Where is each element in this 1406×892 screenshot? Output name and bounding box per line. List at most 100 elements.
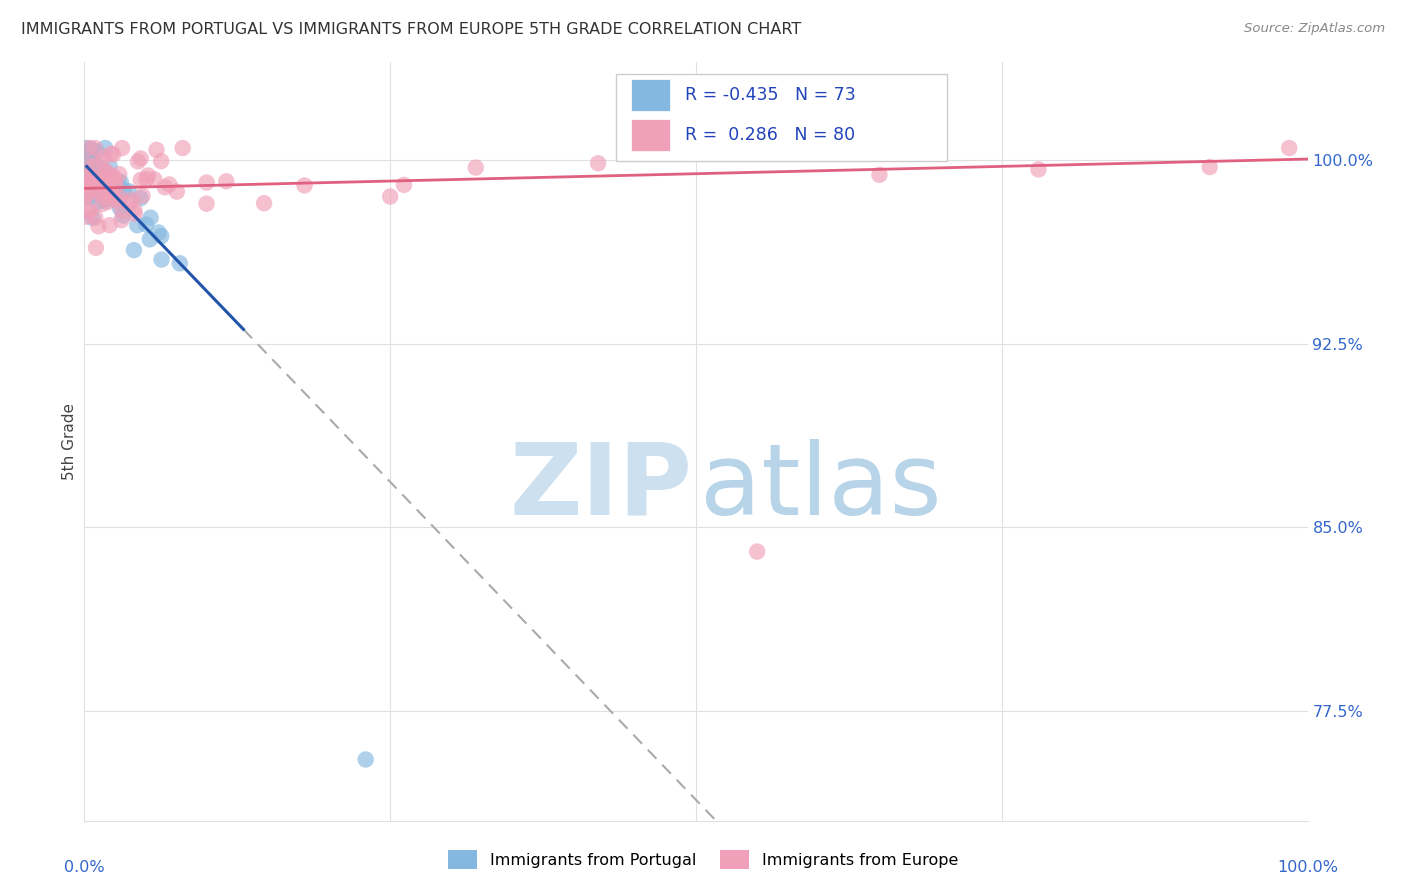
Point bbox=[100, 146, 122, 161]
Point bbox=[84, 211, 107, 225]
Point bbox=[93, 165, 115, 179]
Point bbox=[77, 146, 100, 161]
Point bbox=[107, 194, 129, 208]
Point bbox=[93, 186, 115, 201]
Point bbox=[96, 166, 118, 180]
Point bbox=[586, 156, 609, 170]
Point bbox=[76, 177, 98, 191]
Point bbox=[150, 229, 173, 244]
Point bbox=[75, 177, 97, 191]
Point bbox=[112, 209, 135, 223]
Point bbox=[87, 195, 110, 210]
Point bbox=[79, 204, 101, 219]
Point bbox=[110, 175, 132, 189]
Point bbox=[354, 752, 377, 766]
Point bbox=[98, 160, 121, 174]
Text: Source: ZipAtlas.com: Source: ZipAtlas.com bbox=[1244, 22, 1385, 36]
Point bbox=[93, 194, 115, 208]
Legend: Immigrants from Portugal, Immigrants from Europe: Immigrants from Portugal, Immigrants fro… bbox=[441, 844, 965, 875]
Point bbox=[150, 252, 173, 267]
Point bbox=[86, 167, 108, 181]
Point bbox=[77, 171, 100, 186]
Point bbox=[76, 186, 98, 200]
Point bbox=[75, 141, 97, 155]
Point bbox=[98, 218, 121, 232]
Point bbox=[464, 161, 486, 175]
Point bbox=[80, 171, 103, 186]
Point bbox=[87, 219, 110, 234]
Point bbox=[77, 179, 100, 194]
Point bbox=[117, 184, 139, 198]
Point bbox=[98, 174, 121, 188]
Point bbox=[105, 178, 128, 192]
Point bbox=[107, 174, 129, 188]
Point bbox=[96, 164, 118, 178]
Point bbox=[90, 180, 112, 194]
Point bbox=[1278, 141, 1301, 155]
Point bbox=[82, 148, 104, 162]
Text: ZIP: ZIP bbox=[509, 439, 692, 535]
Text: atlas: atlas bbox=[700, 439, 941, 535]
Point bbox=[82, 211, 104, 225]
Point bbox=[136, 169, 159, 183]
Point bbox=[392, 178, 415, 192]
Point bbox=[84, 166, 107, 180]
Point bbox=[77, 191, 100, 205]
Point bbox=[129, 152, 152, 166]
Point bbox=[90, 179, 112, 194]
Point bbox=[76, 177, 98, 191]
Point bbox=[77, 167, 100, 181]
Point bbox=[172, 141, 194, 155]
Point bbox=[129, 173, 152, 187]
Point bbox=[215, 174, 238, 188]
Point bbox=[157, 178, 180, 192]
Point bbox=[104, 174, 127, 188]
Point bbox=[112, 184, 135, 198]
Point bbox=[89, 176, 111, 190]
Point bbox=[139, 211, 162, 225]
Point bbox=[93, 150, 115, 164]
Point bbox=[104, 178, 127, 193]
Point bbox=[91, 197, 114, 211]
Point bbox=[90, 182, 112, 196]
Point bbox=[121, 193, 143, 207]
Point bbox=[84, 141, 107, 155]
Point bbox=[91, 189, 114, 203]
Bar bbox=[631, 79, 671, 112]
Point bbox=[75, 156, 97, 170]
Point bbox=[131, 189, 153, 203]
FancyBboxPatch shape bbox=[616, 74, 946, 161]
Point bbox=[129, 191, 152, 205]
Text: IMMIGRANTS FROM PORTUGAL VS IMMIGRANTS FROM EUROPE 5TH GRADE CORRELATION CHART: IMMIGRANTS FROM PORTUGAL VS IMMIGRANTS F… bbox=[21, 22, 801, 37]
Point bbox=[94, 192, 117, 206]
Point bbox=[108, 201, 131, 215]
Point bbox=[101, 170, 124, 185]
Point bbox=[75, 184, 97, 198]
Text: R =  0.286   N = 80: R = 0.286 N = 80 bbox=[685, 126, 855, 144]
Point bbox=[89, 155, 111, 169]
Point bbox=[75, 162, 97, 177]
Point bbox=[75, 160, 97, 174]
Point bbox=[77, 162, 100, 177]
Point bbox=[83, 169, 105, 183]
Point bbox=[105, 194, 128, 208]
Point bbox=[100, 192, 122, 206]
Point bbox=[76, 165, 98, 179]
Point bbox=[110, 191, 132, 205]
Y-axis label: 5th Grade: 5th Grade bbox=[62, 403, 77, 480]
Point bbox=[195, 176, 218, 190]
Point bbox=[77, 148, 100, 162]
Point bbox=[80, 171, 103, 186]
Point bbox=[80, 156, 103, 170]
Point bbox=[82, 183, 104, 197]
Point bbox=[111, 203, 134, 218]
Point bbox=[103, 171, 125, 186]
Point bbox=[103, 147, 125, 161]
Point bbox=[869, 168, 891, 182]
Point bbox=[82, 160, 104, 174]
Point bbox=[135, 172, 157, 186]
Point bbox=[83, 167, 105, 181]
Bar bbox=[631, 119, 671, 151]
Point bbox=[76, 176, 98, 190]
Point bbox=[77, 204, 100, 219]
